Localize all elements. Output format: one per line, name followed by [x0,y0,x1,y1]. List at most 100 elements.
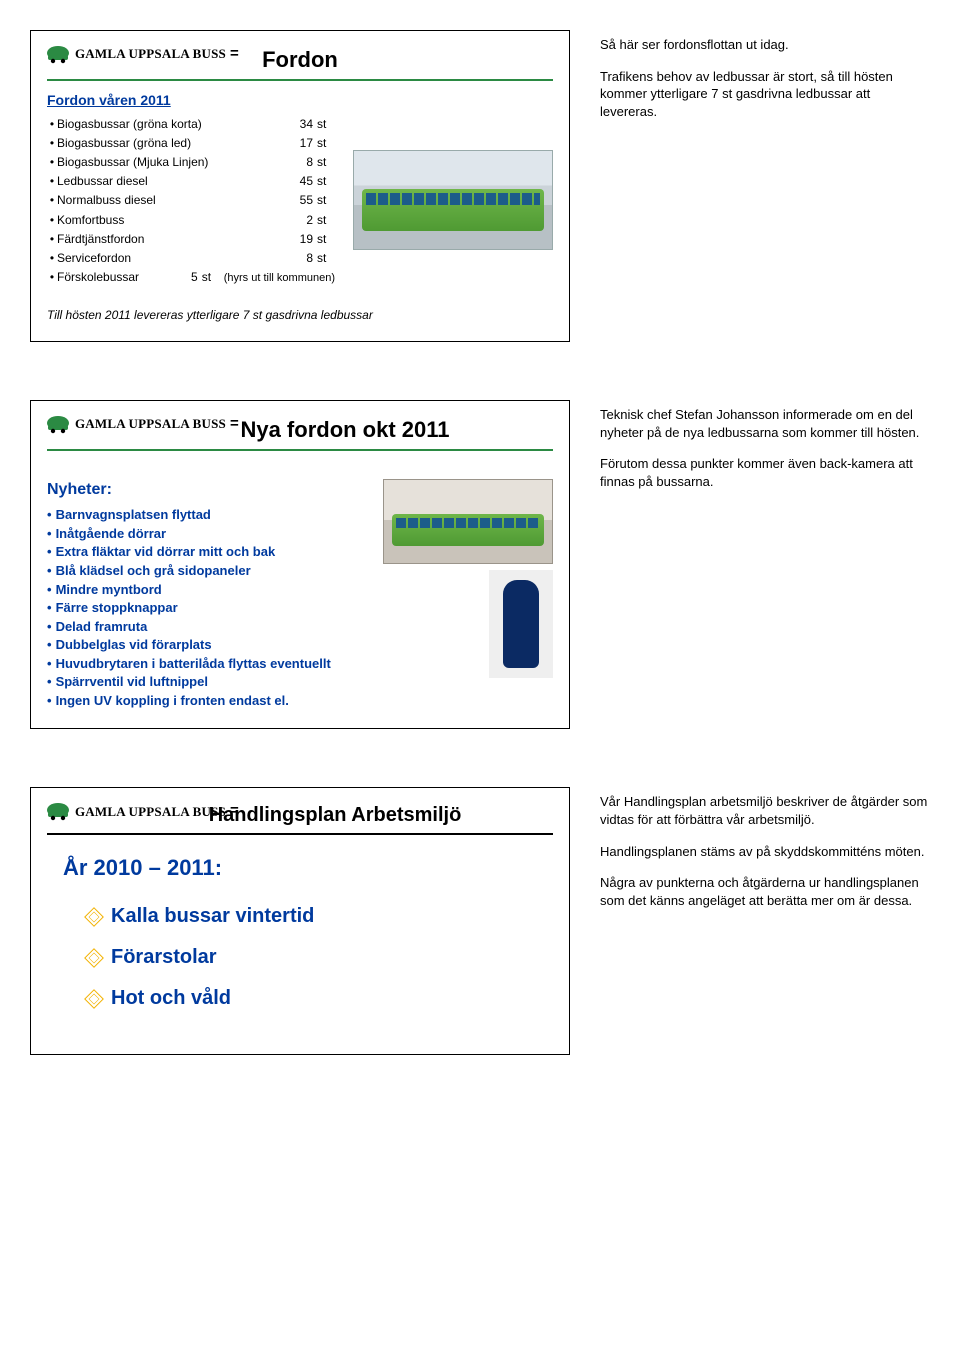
note-text: Så här ser fordonsflottan ut idag. [600,36,930,54]
fleet-row: •Förskolebussar5st(hyrs ut till kommunen… [47,269,335,286]
slide-1-subhead: Fordon våren 2011 [47,91,171,110]
fleet-label: Komfortbuss [57,212,275,228]
nyheter-item: • Dubbelglas vid förarplats [47,636,369,654]
slide-1-row: GAMLA UPPSALA BUSS = Fordon Fordon våren… [30,30,930,342]
fleet-row: •Biogasbussar (gröna korta)34st [47,116,335,132]
nyheter-heading: Nyheter: [47,479,369,501]
fleet-qty: 17 [275,135,317,151]
fleet-label: Färdtjänstfordon [57,231,275,247]
fleet-label: Normalbuss diesel [57,192,275,208]
note-text: Förutom dessa punkter kommer även back-k… [600,455,930,490]
fleet-row: •Biogasbussar (gröna led)17st [47,135,335,151]
note-text: Vår Handlingsplan arbetsmiljö beskriver … [600,793,930,828]
nyheter-item: • Delad framruta [47,618,369,636]
bullet-icon: • [47,116,57,132]
fleet-row: •Normalbuss diesel55st [47,192,335,208]
nyheter-list: Nyheter: •Barnvagnsplatsen flyttad•Inåtg… [47,479,369,711]
handlingsplan-item: Hot och våld [87,985,553,1012]
fleet-unit: st [317,116,335,132]
slide-3-title: Handlingsplan Arbetsmiljö [209,802,462,829]
nyheter-item: •Barnvagnsplatsen flyttad [47,506,369,524]
nyheter-item-text: Ingen UV koppling i fronten endast el. [56,693,289,708]
fleet-qty: 8 [275,154,317,170]
note-text: Trafikens behov av ledbussar är stort, s… [600,68,930,121]
fleet-label: Biogasbussar (Mjuka Linjen) [57,154,275,170]
bullet-icon: • [47,619,52,634]
fleet-qty: 34 [275,116,317,132]
slide-3-row: GAMLA UPPSALA BUSS = Handlingsplan Arbet… [30,787,930,1055]
slide-3-card: GAMLA UPPSALA BUSS = Handlingsplan Arbet… [30,787,570,1055]
fleet-label: Förskolebussar [57,269,160,285]
fleet-label: Servicefordon [57,250,275,266]
fleet-qty: 45 [275,173,317,189]
bullet-icon: • [47,212,57,228]
fleet-label: Biogasbussar (gröna korta) [57,116,275,132]
nyheter-item-text: Spärrventil vid luftnippel [56,674,208,689]
fleet-unit: st [317,173,335,189]
fleet-label: Biogasbussar (gröna led) [57,135,275,151]
bullet-icon: • [47,269,57,285]
bullet-icon: • [47,135,57,151]
slide-2-notes: Teknisk chef Stefan Johansson informerad… [600,400,930,504]
nyheter-item: • Inåtgående dörrar [47,525,369,543]
bullet-icon: • [47,173,57,189]
nyheter-item-text: Barnvagnsplatsen flyttad [56,507,211,522]
fleet-unit: st [317,212,335,228]
handlingsplan-item: Förarstolar [87,944,553,971]
fleet-row: •Ledbussar diesel45st [47,173,335,189]
handlingsplan-item-text: Kalla bussar vintertid [111,903,314,930]
handlingsplan-item-text: Hot och våld [111,985,231,1012]
fleet-unit: st [317,192,335,208]
bullet-icon: • [47,582,52,597]
fleet-unit: st [317,154,335,170]
note-text: Några av punkterna och åtgärderna ur han… [600,874,930,909]
bullet-icon: • [47,526,52,541]
slide-1-footnote: Till hösten 2011 levereras ytterligare 7… [47,307,553,323]
bullet-icon: • [47,693,52,708]
slide-2-row: GAMLA UPPSALA BUSS = Nya fordon okt 2011… [30,400,930,729]
bullet-icon: • [47,563,52,578]
nyheter-item: • Mindre myntbord [47,581,369,599]
bullet-icon: • [47,600,52,615]
nyheter-item-text: Dubbelglas vid förarplats [56,637,212,652]
nyheter-item-text: Huvudbrytaren i batterilåda flyttas even… [56,656,331,671]
fleet-unit: st [317,135,335,151]
year-line: År 2010 – 2011: [63,853,553,883]
seat-photo [489,570,553,678]
nyheter-item-text: Extra fläktar vid dörrar mitt och bak [56,544,276,559]
fleet-row: •Färdtjänstfordon19st [47,231,335,247]
bullet-icon: • [47,637,52,652]
nyheter-item-text: Delad framruta [56,619,148,634]
slide-1-notes: Så här ser fordonsflottan ut idag. Trafi… [600,30,930,134]
bullet-icon: • [47,154,57,170]
nyheter-item: • Blå klädsel och grå sidopaneler [47,562,369,580]
slide-2-card: GAMLA UPPSALA BUSS = Nya fordon okt 2011… [30,400,570,729]
fleet-list: •Biogasbussar (gröna korta)34st•Biogasbu… [47,116,335,289]
fleet-unit: st [317,231,335,247]
nyheter-item-text: Mindre myntbord [56,582,162,597]
bus-photo [353,150,553,250]
nyheter-item-text: Blå klädsel och grå sidopaneler [56,563,251,578]
fleet-qty: 55 [275,192,317,208]
slide-1-card: GAMLA UPPSALA BUSS = Fordon Fordon våren… [30,30,570,342]
slide-1-title-row: Fordon [47,45,553,81]
nyheter-item-text: Färre stoppknappar [56,600,178,615]
note-text: Handlingsplanen stäms av på skyddskommit… [600,843,930,861]
handlingsplan-item-text: Förarstolar [111,944,217,971]
nyheter-item-text: Inåtgående dörrar [56,526,167,541]
fleet-unit: st [317,250,335,266]
diamond-icon [87,910,101,924]
slide-2-title-row: Nya fordon okt 2011 [47,415,553,451]
slide-3-title-row: Handlingsplan Arbetsmiljö [47,802,553,835]
bullet-icon: • [47,192,57,208]
slide-2-images [383,479,553,711]
bullet-icon: • [47,674,52,689]
handlingsplan-list: Kalla bussar vintertid Förarstolar Hot och… [87,903,553,1012]
nyheter-item: • Spärrventil vid luftnippel [47,673,369,691]
note-text: Teknisk chef Stefan Johansson informerad… [600,406,930,441]
bullet-icon: • [47,544,52,559]
slide-1-title: Fordon [262,45,338,75]
slide-3-notes: Vår Handlingsplan arbetsmiljö beskriver … [600,787,930,923]
nyheter-item: • Extra fläktar vid dörrar mitt och bak [47,543,369,561]
bullet-icon: • [47,231,57,247]
